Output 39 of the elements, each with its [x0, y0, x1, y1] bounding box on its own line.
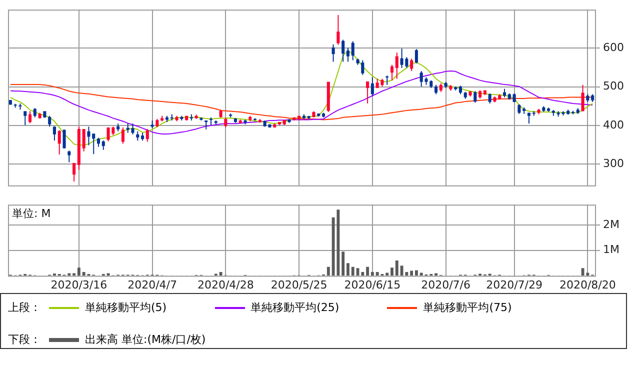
bar	[326, 266, 330, 276]
y-tick-label: 600	[603, 41, 624, 54]
y-tick-label: 400	[603, 118, 624, 132]
legend-title: 上段：	[8, 300, 41, 315]
bar	[395, 260, 398, 276]
bar	[346, 263, 350, 276]
legend-title: 下段：	[8, 332, 41, 347]
bar	[414, 270, 418, 276]
x-tick-label: 2020/5/25	[270, 278, 328, 292]
bar	[410, 270, 414, 276]
x-tick-label: 2020/3/16	[50, 278, 108, 292]
x-tick-label: 2020/7/6	[421, 278, 471, 292]
candlestick	[386, 76, 389, 85]
bar	[351, 266, 354, 276]
bar	[390, 268, 394, 276]
legend-label: 単純移動平均(5)	[85, 300, 167, 315]
bar	[586, 272, 590, 276]
x-tick-label: 2020/4/28	[197, 278, 254, 292]
bar	[370, 272, 374, 276]
legend-label: 出来高 単位:(M株/口/枚)	[85, 332, 206, 347]
bar	[386, 272, 389, 276]
bar	[219, 272, 222, 276]
bar	[366, 266, 370, 276]
bar	[405, 272, 408, 276]
legend-label: 単純移動平均(75)	[423, 300, 512, 315]
bar	[342, 252, 345, 276]
x-tick-label: 2020/7/29	[486, 278, 542, 292]
y-tick-label: 300	[603, 157, 624, 170]
bar	[420, 272, 423, 276]
y-tick-label: 1M	[603, 243, 620, 256]
x-tick-label: 2020/4/7	[128, 278, 178, 292]
bar	[361, 272, 364, 276]
y-tick-label: 2M	[603, 218, 620, 231]
x-tick-label: 2020/6/15	[344, 278, 401, 292]
y-tick-label: 500	[603, 80, 624, 93]
y-axis-title: 単位: M	[12, 206, 51, 220]
bar	[77, 268, 80, 276]
x-tick-label: 2020/8/20	[559, 278, 616, 292]
legend-label: 単純移動平均(25)	[250, 300, 340, 315]
